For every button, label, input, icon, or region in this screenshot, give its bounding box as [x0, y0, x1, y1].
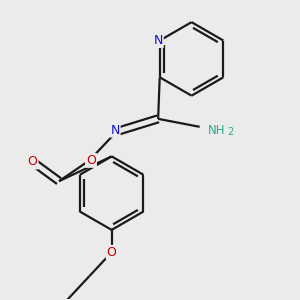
Text: O: O	[107, 246, 117, 259]
Text: NH: NH	[208, 124, 225, 136]
Text: N: N	[153, 34, 163, 47]
Text: O: O	[86, 154, 96, 167]
Text: N: N	[110, 124, 120, 136]
Text: O: O	[28, 155, 38, 169]
Text: 2: 2	[227, 127, 233, 137]
